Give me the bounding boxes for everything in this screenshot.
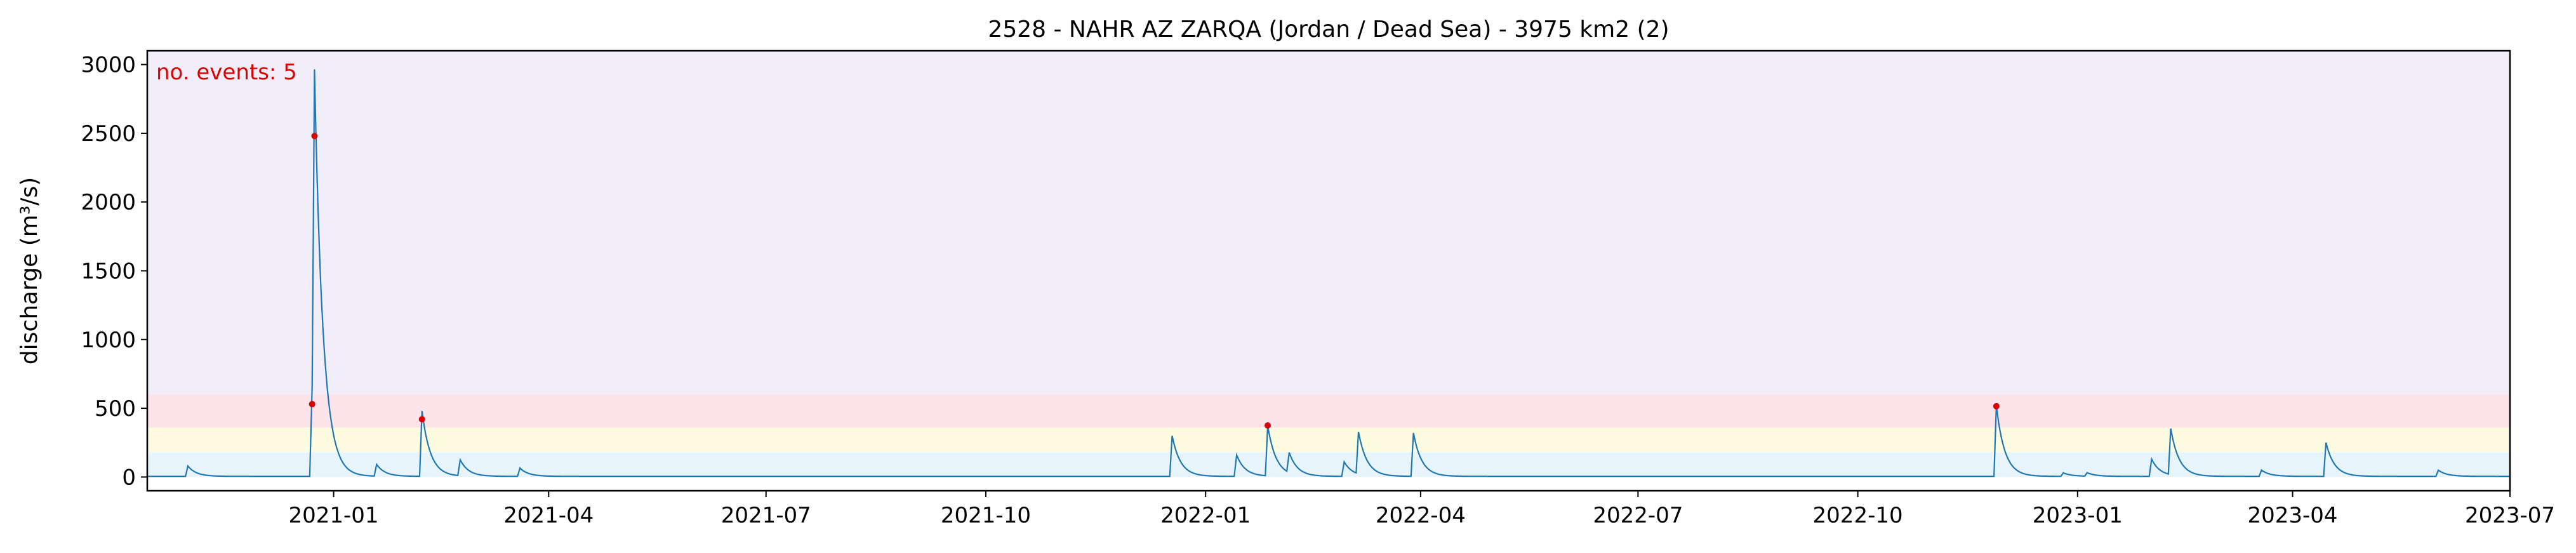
event-markers bbox=[309, 133, 2000, 429]
event-point-1 bbox=[311, 133, 318, 140]
y-tick-label: 500 bbox=[95, 396, 136, 422]
threshold-band-3 bbox=[147, 51, 2510, 395]
x-tick-label: 2021-07 bbox=[721, 503, 811, 528]
x-tick-label: 2022-07 bbox=[1593, 503, 1683, 528]
x-tick-label: 2023-01 bbox=[2033, 503, 2123, 528]
y-tick-label: 1000 bbox=[81, 328, 136, 353]
threshold-bands bbox=[147, 51, 2510, 477]
threshold-band-1 bbox=[147, 427, 2510, 453]
y-axis-label: discharge (m³/s) bbox=[17, 177, 43, 364]
x-tick-label: 2021-01 bbox=[289, 503, 379, 528]
y-tick-label: 2500 bbox=[81, 121, 136, 147]
series-layer bbox=[147, 69, 2510, 477]
event-count-annotation: no. events: 5 bbox=[156, 60, 297, 85]
threshold-band-0 bbox=[147, 452, 2510, 477]
x-axis: 2021-01 2021-04 2021-07 2021-10 2022-01 2022-… bbox=[289, 491, 2555, 528]
event-point-4 bbox=[1993, 403, 2000, 410]
event-point-2 bbox=[418, 416, 425, 423]
threshold-band-2 bbox=[147, 394, 2510, 428]
chart-title: 2528 - NAHR AZ ZARQA (Jordan / Dead Sea)… bbox=[988, 17, 1669, 43]
event-point-0 bbox=[309, 401, 315, 408]
x-tick-label: 2023-04 bbox=[2247, 503, 2337, 528]
y-tick-label: 2000 bbox=[81, 190, 136, 215]
y-tick-label: 3000 bbox=[81, 53, 136, 78]
x-tick-label: 2022-01 bbox=[1160, 503, 1251, 528]
x-tick-label: 2023-07 bbox=[2465, 503, 2555, 528]
event-point-3 bbox=[1265, 422, 1271, 429]
x-tick-label: 2022-10 bbox=[1813, 503, 1903, 528]
x-tick-label: 2021-04 bbox=[503, 503, 594, 528]
y-axis: 0 500 1000 1500 2000 2500 3000 bbox=[81, 53, 147, 490]
x-tick-label: 2022-04 bbox=[1376, 503, 1466, 528]
series-line-0 bbox=[147, 69, 2510, 477]
x-tick-label: 2021-10 bbox=[941, 503, 1031, 528]
y-tick-label: 1500 bbox=[81, 259, 136, 284]
y-tick-label: 0 bbox=[122, 465, 136, 490]
